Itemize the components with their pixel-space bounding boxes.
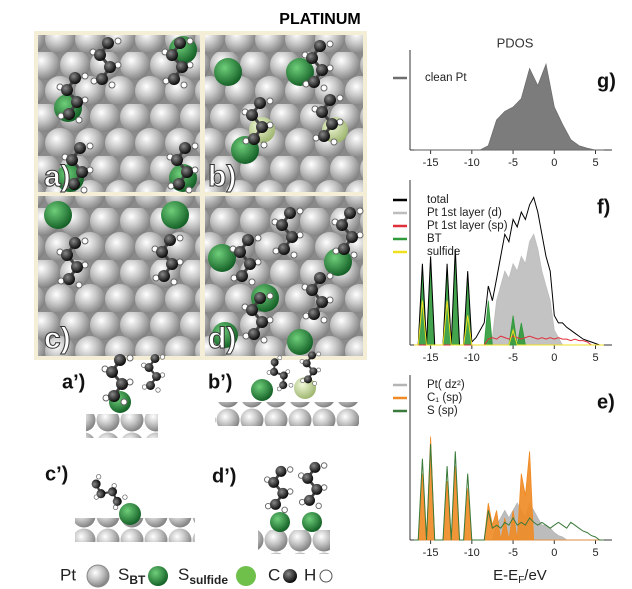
line (414, 300, 604, 346)
x-tick-label: 0 (551, 352, 557, 364)
panel-label: g) (597, 70, 616, 92)
legend-sub: BT (129, 573, 146, 587)
x-tick-label: -5 (508, 352, 518, 364)
panel-label: a) (44, 160, 71, 193)
x-tick-label: 0 (551, 157, 557, 169)
legend-label: clean Pt (425, 72, 467, 84)
x-tick-label: 0 (551, 547, 557, 559)
line (414, 196, 604, 346)
x-tick-label: -10 (464, 157, 480, 169)
chart-title: PDOS (497, 35, 534, 50)
legend-label: S (sp) (427, 405, 458, 417)
side-views (75, 349, 359, 554)
legend-swatch (148, 566, 168, 586)
side-label: c’) (45, 463, 68, 485)
side-label: a’) (62, 371, 85, 393)
x-tick-label: -10 (464, 352, 480, 364)
x-tick-label: 5 (592, 547, 598, 559)
x-tick-label: -5 (508, 157, 518, 169)
legend-label: total (427, 194, 449, 206)
panel-label: d) (208, 322, 236, 355)
legend-swatch (86, 564, 110, 588)
legend-main: S (178, 565, 189, 584)
panel-label: f) (597, 196, 610, 218)
line (414, 443, 604, 541)
x-label-sub: F (518, 575, 524, 586)
area (414, 62, 604, 151)
legend-label: SBT (118, 565, 146, 587)
panel-label: b) (208, 160, 236, 193)
molecules-a (54, 35, 200, 195)
panel-label: e) (597, 391, 615, 413)
legend-label: Ssulfide (178, 565, 228, 587)
molecules-b (214, 38, 348, 164)
x-tick-label: -15 (423, 157, 439, 169)
panel-label: c) (44, 322, 71, 355)
legend-sub: sulfide (189, 573, 228, 587)
side-label: d’) (212, 465, 236, 487)
x-tick-label: -15 (423, 547, 439, 559)
x-axis-label: E-EF/eV (493, 567, 547, 586)
legend-swatch (283, 569, 297, 583)
x-tick-label: -15 (423, 352, 439, 364)
x-tick-label: 5 (592, 157, 598, 169)
legend-label: Pt (60, 565, 76, 584)
line (414, 335, 604, 346)
legend-label: Pt( dz²) (427, 379, 465, 391)
legend-label: Pt 1st layer (d) (427, 207, 502, 219)
molecules-d (208, 205, 365, 355)
legend-label: C (268, 565, 280, 584)
legend-label: BT (427, 233, 442, 245)
area (414, 436, 604, 541)
legend-main: S (118, 565, 129, 584)
legend-label: sulfide (427, 246, 460, 258)
x-tick-label: -5 (508, 547, 518, 559)
figure-title: PLATINUM (279, 11, 360, 28)
x-tick-label: 5 (592, 352, 598, 364)
legend-swatch (319, 569, 333, 583)
legend-swatch (236, 566, 256, 586)
pdos-charts: -15 -10 -5 0 5 PDOS g) clean Pt -15 -10 -5 0 5 f) tota… (393, 35, 616, 586)
molecules-c (44, 201, 189, 290)
side-label: b’) (208, 371, 232, 393)
legend-label: H (304, 565, 316, 584)
legend-label: C₁ (sp) (427, 392, 462, 404)
atom-legend: Pt SBT Ssulfide C H (60, 564, 333, 588)
legend-label: Pt 1st layer (sp) (427, 220, 508, 232)
x-label-main: E-E (493, 567, 518, 584)
x-tick-label: -10 (464, 547, 480, 559)
x-label-tail: /eV (524, 567, 547, 584)
